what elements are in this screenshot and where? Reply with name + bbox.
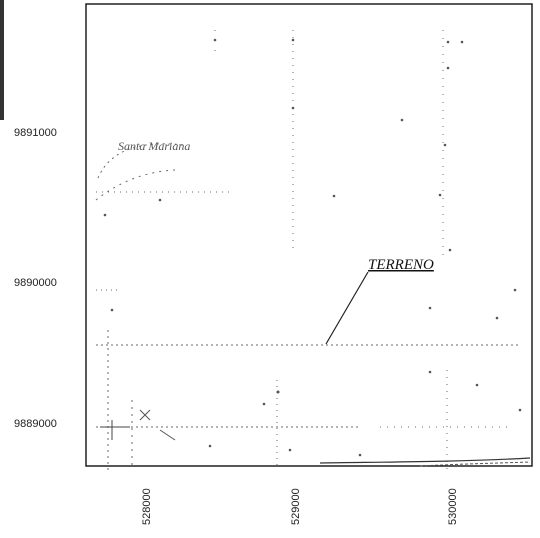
x-tick-label: 529000 [290, 488, 302, 525]
y-tick-label: 9890000 [14, 277, 57, 289]
map-features [95, 30, 531, 470]
y-axis: 9891000 9890000 9889000 [14, 127, 57, 430]
place-label: Santa Mariana [118, 139, 190, 153]
point-features [103, 38, 522, 457]
block-mark [100, 420, 130, 440]
map-frame [85, 3, 533, 467]
scan-edge-artifact [0, 0, 4, 120]
y-tick-label: 9889000 [14, 418, 57, 430]
block-mark [139, 409, 151, 421]
block-mark [159, 429, 176, 441]
y-tick-label: 9891000 [14, 127, 57, 139]
x-tick-label: 528000 [141, 488, 153, 525]
dotted-contour [97, 143, 186, 179]
road-edge [319, 457, 531, 464]
terrain-pointer-line [325, 271, 369, 345]
road-edge [419, 461, 531, 467]
x-axis: 528000 529000 530000 [141, 488, 459, 525]
terrain-label: TERRENO [368, 257, 434, 273]
x-tick-label: 530000 [447, 488, 459, 525]
dotted-contour [95, 169, 176, 201]
